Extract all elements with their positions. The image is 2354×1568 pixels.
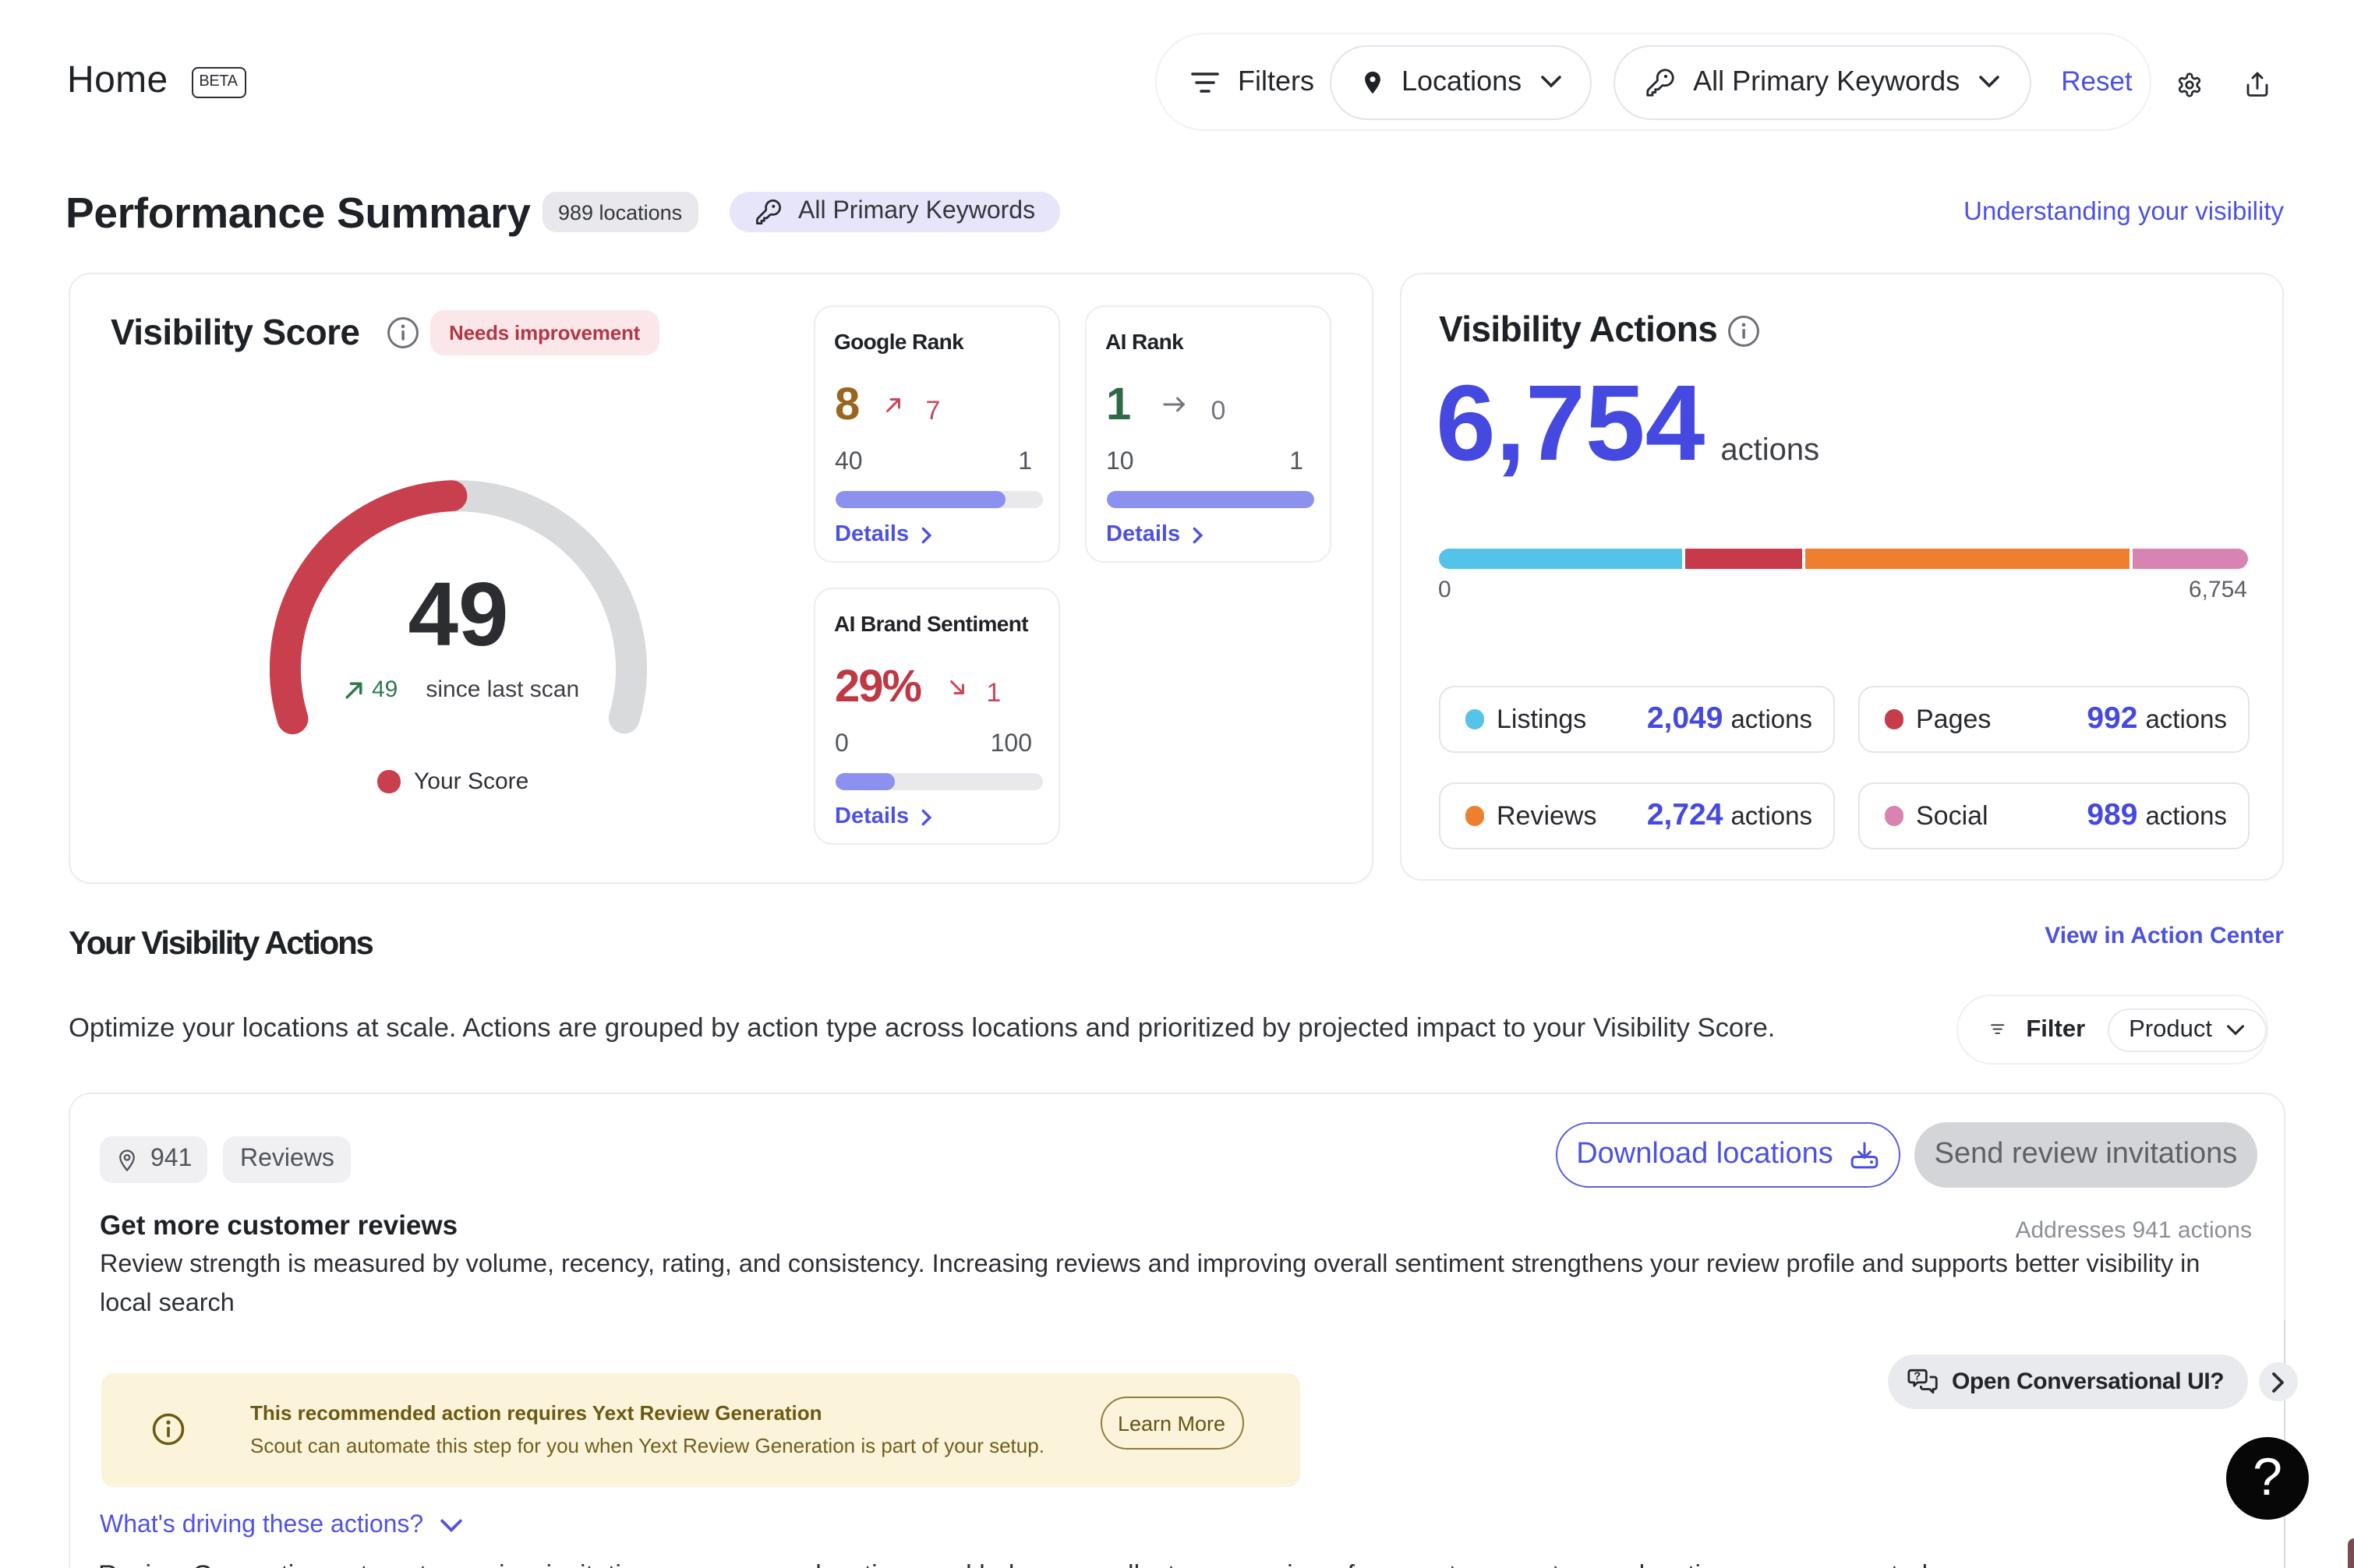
svg-text:?: ? (1914, 1371, 1921, 1383)
